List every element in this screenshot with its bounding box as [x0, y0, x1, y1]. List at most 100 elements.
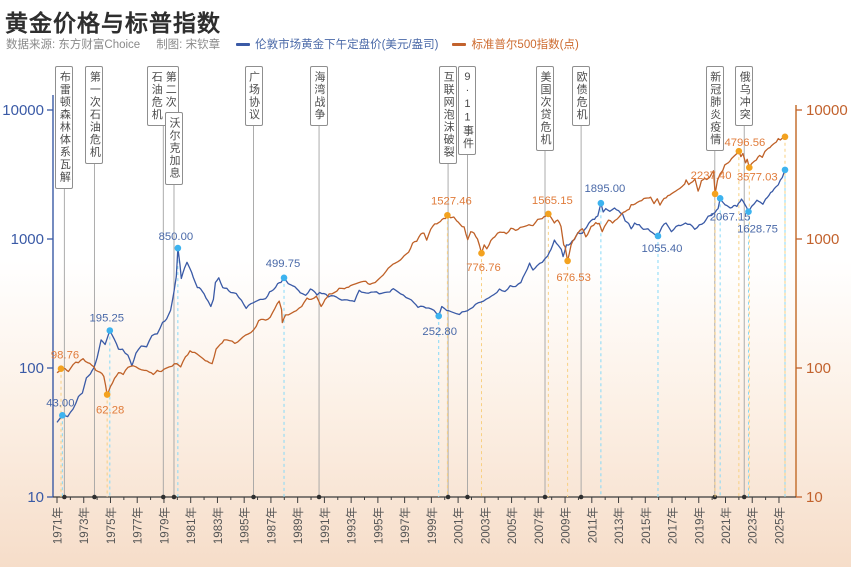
x-tick-label: 1999年 — [425, 507, 439, 544]
y-tick-label-left: 100 — [19, 360, 44, 377]
data-point-label-sp500: 2237.40 — [691, 170, 732, 182]
x-tick-label: 1983年 — [211, 507, 225, 544]
data-point-marker-sp500 — [745, 164, 753, 171]
data-point-marker-gold — [59, 411, 66, 419]
data-point-label-sp500: 98.76 — [51, 350, 79, 362]
data-point-label-gold: 2067.15 — [710, 211, 751, 223]
x-tick-label: 1987年 — [264, 507, 278, 544]
y-tick-label-left: 10000 — [2, 102, 44, 119]
page-title: 黄金价格与标普指数 — [5, 10, 221, 36]
event-dot — [712, 494, 718, 500]
data-point-marker-gold — [106, 327, 114, 334]
x-tick-label: 2013年 — [612, 507, 626, 544]
x-tick-label: 1973年 — [77, 507, 91, 544]
data-point-marker-sp500 — [478, 249, 485, 257]
x-tick-label: 2009年 — [559, 507, 573, 544]
x-tick-label: 2005年 — [505, 507, 519, 544]
x-tick-label: 2011年 — [585, 507, 599, 543]
chart-subheader: 数据来源: 东方财富Choice 制图: 宋钦章 伦敦市场黄金下午定盘价(美元/… — [6, 36, 579, 52]
data-point-marker-sp500 — [57, 365, 65, 372]
data-point-label-gold: 1628.75 — [737, 224, 778, 236]
x-tick-label: 2015年 — [639, 507, 653, 544]
x-tick-label: 1977年 — [131, 507, 145, 544]
data-point-marker-sp500 — [781, 133, 789, 141]
data-point-label-sp500: 1527.46 — [431, 195, 472, 207]
data-point-label-gold: 252.80 — [422, 326, 457, 338]
x-tick-label: 2023年 — [746, 507, 760, 544]
data-point-label-sp500: 1565.15 — [532, 195, 573, 207]
y-tick-label-right: 10000 — [806, 102, 848, 119]
x-tick-label: 2007年 — [532, 507, 546, 544]
legend-item-sp500: 标准普尔500指数(点) — [452, 36, 579, 52]
event-dot — [741, 494, 747, 500]
x-tick-label: 1979年 — [157, 507, 171, 544]
data-point-marker-gold — [654, 232, 662, 240]
event-dot — [542, 494, 548, 500]
x-tick-label: 2003年 — [478, 507, 492, 544]
data-point-marker-gold — [745, 208, 752, 215]
data-point-marker-gold — [597, 199, 605, 207]
event-dot — [465, 494, 470, 500]
data-point-label-sp500: 4796.56 — [724, 137, 765, 149]
data-point-marker-sp500 — [444, 211, 451, 219]
data-point-label-gold: 850.00 — [159, 231, 194, 243]
event-dot — [171, 494, 177, 500]
x-tick-label: 1991年 — [318, 507, 332, 544]
data-point-marker-sp500 — [545, 210, 552, 218]
event-dot — [316, 494, 322, 500]
event-dot — [445, 494, 451, 500]
data-point-marker-gold — [435, 312, 443, 320]
series-line-gold — [56, 169, 786, 423]
x-tick-label: 1985年 — [238, 507, 252, 544]
y-tick-label-left: 1000 — [11, 231, 44, 248]
event-dot — [160, 494, 166, 500]
data-point-label-gold: 195.25 — [90, 313, 125, 325]
data-point-label-gold: 1055.40 — [642, 243, 683, 255]
data-point-marker-sp500 — [735, 147, 743, 155]
data-point-label-gold: 43.00 — [46, 397, 74, 409]
data-point-marker-gold — [716, 195, 724, 202]
data-point-marker-sp500 — [564, 257, 571, 265]
data-point-label-sp500: 3577.03 — [737, 172, 778, 184]
legend-dash-gold — [236, 42, 251, 46]
x-tick-label: 1995年 — [371, 507, 385, 544]
legend: 伦敦市场黄金下午定盘价(美元/盎司) 标准普尔500指数(点) — [236, 36, 579, 52]
data-point-marker-gold — [174, 244, 182, 252]
data-point-marker-gold — [280, 274, 288, 282]
event-dot — [62, 494, 67, 500]
data-point-label-gold: 499.75 — [266, 258, 301, 270]
x-tick-label: 2025年 — [772, 507, 786, 544]
x-tick-label: 2017年 — [666, 507, 680, 544]
x-tick-label: 1989年 — [291, 507, 305, 544]
data-point-label-sp500: 62.28 — [96, 405, 124, 417]
data-point-label-sp500: 776.76 — [466, 262, 501, 274]
event-dot — [578, 494, 584, 500]
x-tick-label: 1971年 — [51, 507, 65, 544]
data-source-note: 数据来源: 东方财富Choice — [6, 39, 141, 51]
series-line-sp500 — [56, 136, 786, 396]
data-point-marker-sp500 — [103, 391, 111, 398]
y-tick-label-right: 100 — [806, 360, 831, 377]
data-point-marker-gold — [781, 166, 789, 174]
legend-dash-sp500 — [452, 42, 467, 46]
legend-label-gold: 伦敦市场黄金下午定盘价(美元/盎司) — [255, 39, 439, 51]
x-tick-label: 2001年 — [452, 507, 466, 544]
x-tick-label: 1993年 — [345, 507, 359, 544]
legend-label-sp500: 标准普尔500指数(点) — [471, 39, 579, 51]
x-tick-label: 2021年 — [719, 507, 733, 544]
y-tick-label-left: 10 — [27, 489, 44, 506]
data-point-marker-sp500 — [711, 190, 719, 198]
event-dot — [92, 494, 97, 500]
event-dot — [251, 494, 256, 500]
y-tick-label-right: 10 — [806, 489, 823, 506]
credit-note: 制图: 宋钦章 — [156, 39, 221, 51]
data-point-label-gold: 1895.00 — [584, 183, 625, 195]
x-tick-label: 1975年 — [104, 507, 118, 544]
legend-item-gold: 伦敦市场黄金下午定盘价(美元/盎司) — [236, 36, 438, 52]
x-tick-label: 2019年 — [692, 507, 706, 544]
x-tick-label: 1997年 — [398, 507, 412, 544]
data-point-label-sp500: 676.53 — [556, 272, 591, 284]
x-tick-label: 1981年 — [184, 507, 198, 544]
